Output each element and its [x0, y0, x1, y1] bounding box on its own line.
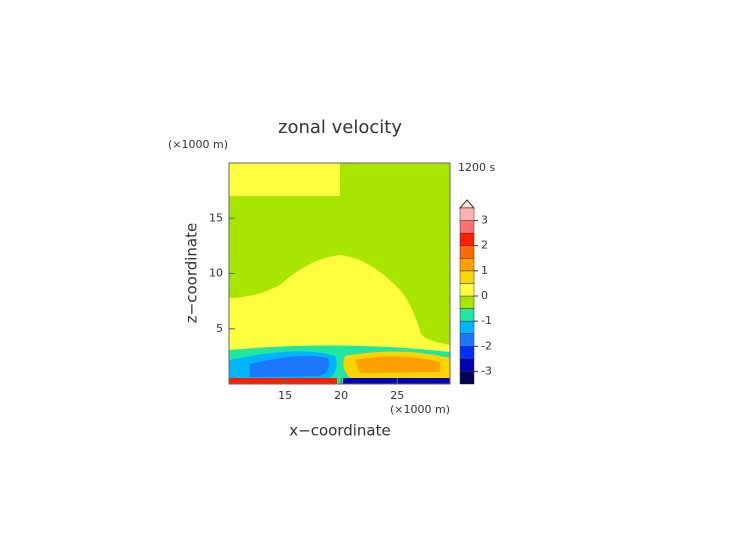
colorbar-tick-label: -2 [481, 339, 492, 352]
x-axis-label: x−coordinate [289, 422, 390, 440]
colorbar-band [459, 220, 475, 234]
colorbar-band [459, 232, 475, 246]
x-tick-label: 15 [278, 389, 292, 402]
colorbar-band [459, 295, 475, 309]
colorbar-tick-label: 0 [481, 289, 488, 302]
time-label: 1200 s [458, 161, 495, 174]
colorbar-band [459, 308, 475, 322]
colorbar-tick-label: -3 [481, 364, 492, 377]
colorbar-band [459, 245, 475, 259]
x-tick-label: 25 [390, 389, 404, 402]
colorbar-band [459, 346, 475, 360]
colorbar-band [459, 333, 475, 347]
colorbar-band [459, 207, 475, 221]
y-unit: (×1000 m) [168, 138, 228, 151]
y-tick-label: 15 [209, 211, 223, 224]
colorbar-tick-label: 2 [481, 239, 488, 252]
colorbar-band [459, 258, 475, 272]
chart-title: zonal velocity [278, 117, 402, 138]
colorbar-tick-label: 1 [481, 264, 488, 277]
colorbar-tick-label: 3 [481, 214, 488, 227]
colorbar-band [459, 283, 475, 297]
colorbar-tick-label: -1 [481, 314, 492, 327]
colorbar-band [459, 358, 475, 372]
colorbar-band [459, 371, 475, 385]
colorbar-band [459, 270, 475, 284]
contour-field [229, 163, 450, 384]
y-axis-label: z−coordinate [183, 223, 201, 323]
y-tick-label: 10 [209, 267, 223, 280]
y-tick-label: 5 [216, 322, 223, 335]
x-unit: (×1000 m) [390, 403, 450, 416]
colorbar-band [459, 320, 475, 334]
colorbar-extension [458, 199, 476, 209]
x-tick-label: 20 [334, 389, 348, 402]
